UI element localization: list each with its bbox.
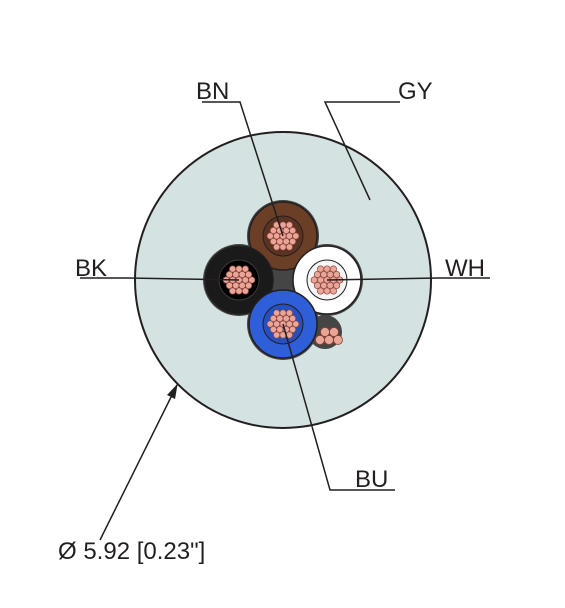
label-bk: BK: [75, 255, 107, 283]
label-bn: BN: [196, 78, 229, 106]
label-wh: WH: [445, 255, 485, 283]
dimension-label: Ø 5.92 [0.23"]: [58, 538, 205, 566]
label-bu: BU: [355, 466, 388, 494]
dimension-arrow: [100, 385, 177, 540]
label-gy: GY: [398, 78, 433, 106]
cable-cross-section-diagram: [0, 0, 565, 608]
